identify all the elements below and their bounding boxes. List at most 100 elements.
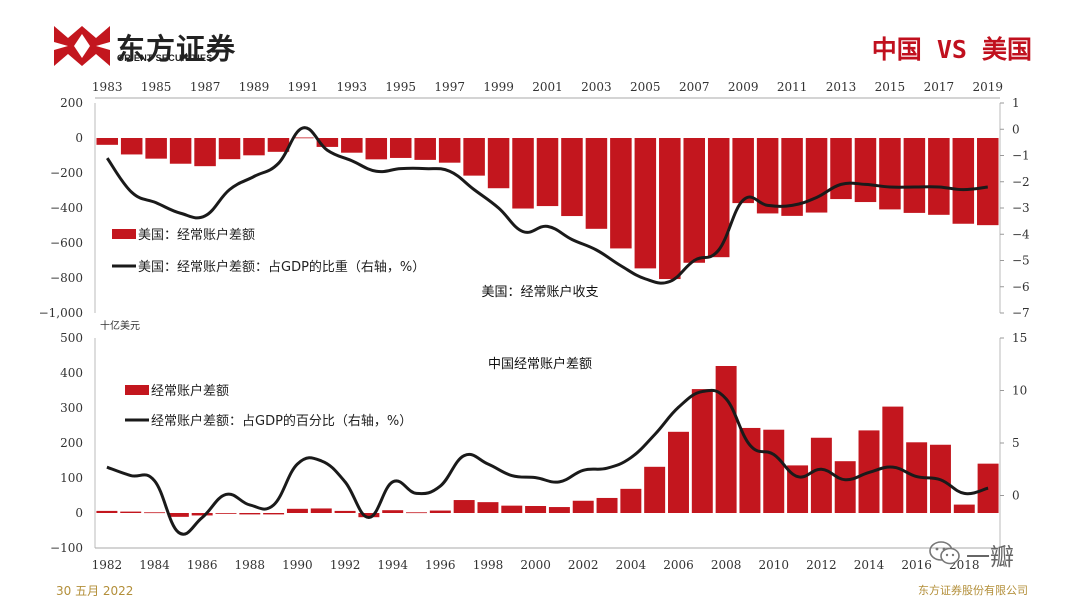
- bar: [756, 138, 779, 214]
- bar: [834, 461, 856, 513]
- bar: [683, 138, 706, 263]
- bar: [501, 505, 523, 513]
- legend-label-bar: 美国：经常账户差额: [138, 227, 255, 243]
- bar: [548, 507, 570, 513]
- series-line: [105, 126, 988, 285]
- legend-swatch-bar: [112, 229, 136, 239]
- y-tick-label-right: −6: [1012, 280, 1030, 294]
- company-logo-subtext: ORIENT SECURITIES: [117, 53, 213, 63]
- bar: [463, 138, 485, 176]
- y-tick-label-left: −800: [50, 271, 83, 285]
- x-tick-label: 2003: [581, 80, 612, 94]
- bar: [429, 510, 451, 513]
- bar: [691, 389, 713, 513]
- x-tick-label: 1996: [425, 558, 456, 572]
- bar: [732, 138, 754, 204]
- bar: [310, 508, 332, 513]
- bar: [358, 513, 380, 518]
- x-tick-label: 2007: [679, 80, 710, 94]
- bar: [96, 510, 118, 513]
- footer-company: 东方证券股份有限公司: [918, 584, 1028, 597]
- bar: [438, 138, 461, 163]
- bar: [487, 138, 510, 189]
- y-tick-label-right: −3: [1012, 201, 1030, 215]
- bar: [854, 138, 877, 203]
- x-tick-label: 1985: [141, 80, 172, 94]
- bar: [659, 138, 681, 280]
- bar: [144, 512, 166, 514]
- x-tick-label: 1983: [92, 80, 123, 94]
- x-tick-label: 2016: [901, 558, 932, 572]
- y-tick-label-left: −100: [50, 541, 83, 555]
- x-tick-label: 2002: [568, 558, 599, 572]
- y-tick-label-right: 10: [1012, 384, 1027, 398]
- bar: [167, 513, 189, 517]
- chart-title: 美国：经常账户收支: [481, 284, 598, 300]
- chart-title: 中国经常账户差额: [488, 356, 592, 372]
- bar: [382, 510, 404, 513]
- bar: [96, 138, 118, 145]
- x-tick-label: 1992: [330, 558, 361, 572]
- bar: [341, 138, 363, 153]
- bar: [145, 138, 167, 159]
- company-logo-icon: [54, 26, 110, 66]
- y-unit-label: 十亿美元: [100, 319, 140, 332]
- bar: [882, 406, 904, 513]
- bar: [239, 513, 261, 515]
- x-tick-label: 2004: [616, 558, 647, 572]
- bar: [610, 138, 632, 249]
- bar: [120, 138, 143, 155]
- x-tick-label: 1988: [235, 558, 266, 572]
- page-title: 中国 VS 美国: [871, 35, 1032, 64]
- y-tick-label-right: 5: [1012, 436, 1020, 450]
- bar: [572, 500, 594, 513]
- y-tick-label-left: 0: [75, 506, 83, 520]
- bar: [215, 513, 237, 514]
- legend-label-line: 经常账户差额：占GDP的百分比（右轴，%）: [151, 413, 412, 429]
- x-tick-label: 2010: [759, 558, 790, 572]
- y-tick-label-left: 200: [60, 96, 83, 110]
- bar: [286, 508, 308, 513]
- bar: [120, 511, 142, 513]
- y-tick-label-left: 100: [60, 471, 83, 485]
- y-tick-label-left: 300: [60, 401, 83, 415]
- x-tick-label: 1997: [434, 80, 465, 94]
- wechat-icon: [929, 541, 960, 565]
- bar: [512, 138, 534, 209]
- x-tick-label: 1991: [288, 80, 319, 94]
- bar: [169, 138, 192, 164]
- slide-date: 30 五月 2022: [56, 584, 134, 598]
- bar: [634, 138, 657, 269]
- bar: [243, 138, 265, 156]
- y-tick-label-left: −600: [50, 236, 83, 250]
- y-tick-label-left: 0: [75, 131, 83, 145]
- y-tick-label-right: −2: [1012, 175, 1030, 189]
- legend-swatch-bar: [125, 385, 149, 395]
- x-tick-label: 1990: [282, 558, 313, 572]
- bar: [561, 138, 583, 217]
- x-tick-label: 1994: [377, 558, 408, 572]
- y-tick-label-right: −4: [1012, 227, 1030, 241]
- y-tick-label-left: −1,000: [39, 306, 83, 320]
- x-tick-label: 2011: [777, 80, 808, 94]
- y-tick-label-left: 400: [60, 366, 83, 380]
- bar: [267, 138, 290, 152]
- bar: [707, 138, 730, 258]
- y-tick-label-right: −7: [1012, 306, 1030, 320]
- bar: [406, 512, 427, 514]
- bar: [596, 497, 618, 513]
- x-tick-label: 2017: [924, 80, 955, 94]
- bar: [810, 437, 832, 513]
- y-tick-label-right: −1: [1012, 149, 1030, 163]
- x-tick-label: 1999: [483, 80, 514, 94]
- x-tick-label: 1998: [473, 558, 504, 572]
- x-tick-label: 2019: [973, 80, 1004, 94]
- series-line: [106, 388, 989, 536]
- bar: [620, 488, 642, 513]
- y-tick-label-left: −200: [50, 166, 83, 180]
- bar: [194, 138, 216, 167]
- y-tick-label-right: 15: [1012, 331, 1027, 345]
- y-tick-label-right: 1: [1012, 96, 1020, 110]
- bar: [316, 138, 339, 147]
- x-tick-label: 2001: [532, 80, 563, 94]
